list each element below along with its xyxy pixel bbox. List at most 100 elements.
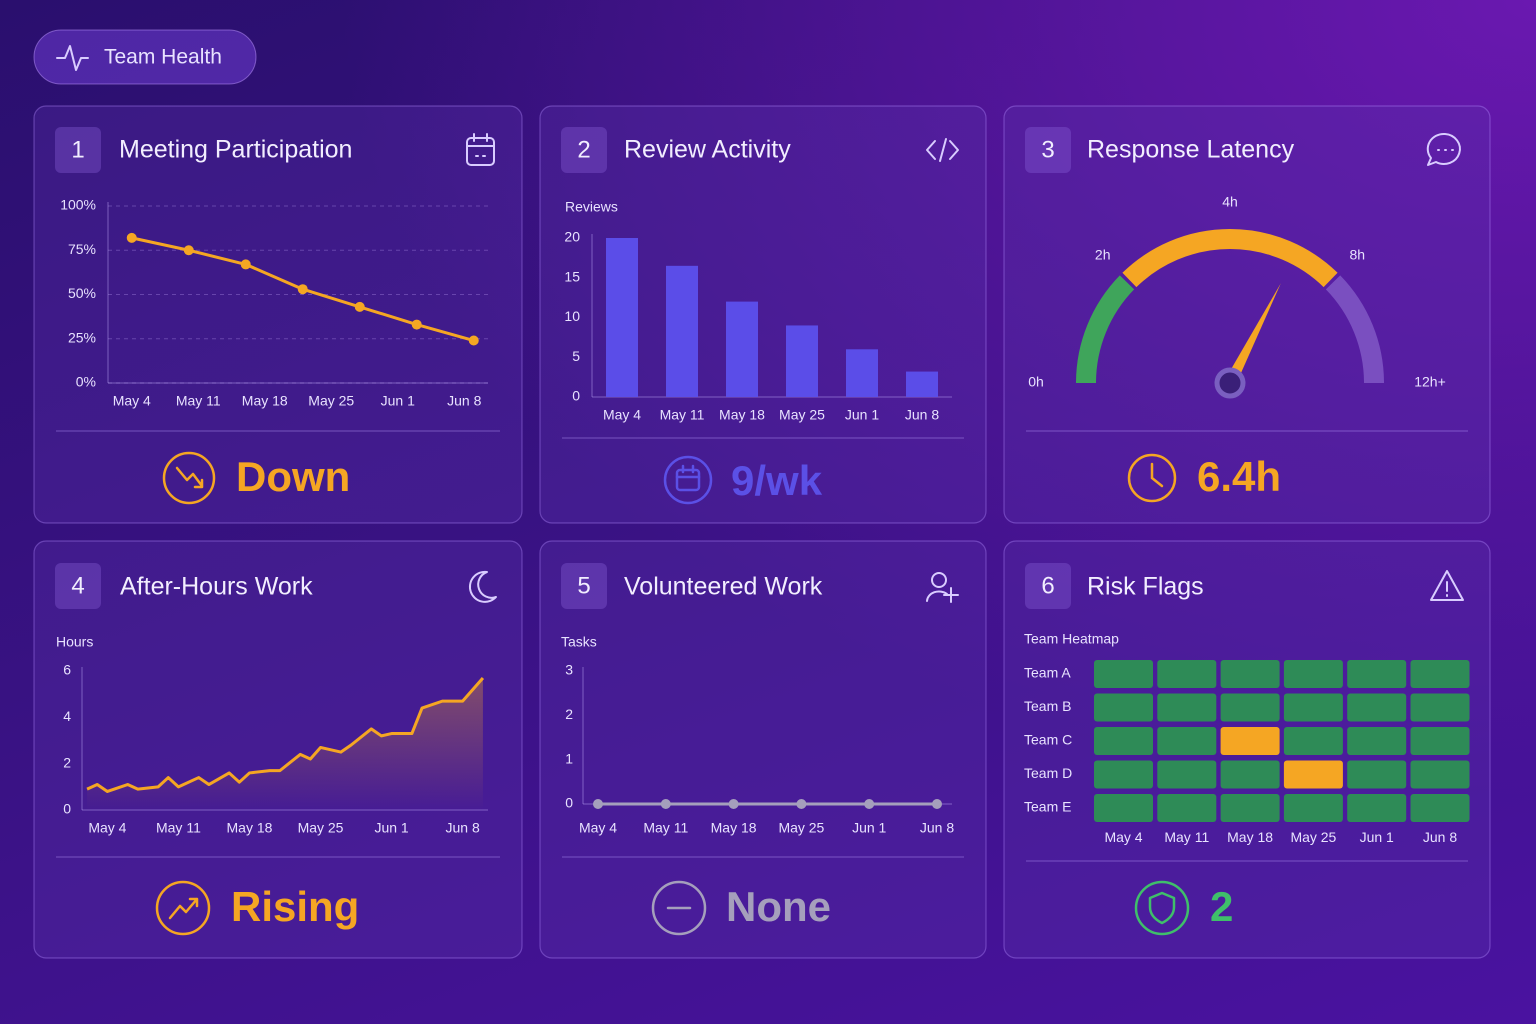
column-label: Jun 8: [1423, 829, 1457, 845]
bar: [906, 371, 938, 397]
pill-bg: [33, 29, 257, 85]
gauge-tick-label: 12h+: [1414, 374, 1446, 390]
heatmap-cell: [1283, 660, 1343, 688]
y-axis-label: Tasks: [561, 634, 597, 650]
stat-value: Rising: [231, 883, 359, 930]
line: [86, 676, 485, 793]
point: [240, 259, 251, 270]
row-label: Team C: [1024, 732, 1072, 748]
chat-icon[interactable]: [1426, 132, 1461, 166]
gauge-band: [1325, 275, 1384, 384]
x-tick-label: May 18: [719, 407, 765, 423]
header-pill[interactable]: Team Health: [33, 29, 257, 85]
point: [864, 799, 875, 809]
panel: [1003, 105, 1491, 524]
panel-title: After-Hours Work: [120, 573, 313, 601]
y-tick-label: 0: [565, 795, 573, 811]
warning-icon[interactable]: [1430, 570, 1464, 601]
y-tick-label: 6: [63, 662, 71, 678]
stat-value: 2: [1210, 883, 1233, 930]
heatmap-cell: [1220, 660, 1280, 688]
panel-title: Risk Flags: [1087, 573, 1204, 601]
x-tick-label: May 4: [579, 820, 617, 836]
area-fill: [87, 677, 483, 810]
row-label: Team A: [1024, 665, 1071, 681]
calendar-stat-icon: [663, 455, 713, 505]
pulse-icon: [56, 45, 89, 71]
x-tick-label: Jun 1: [852, 820, 886, 836]
trend-down-icon: [162, 451, 216, 505]
heatmap-cell: [1157, 760, 1217, 789]
point: [728, 799, 739, 809]
gauge-hub: [1214, 367, 1246, 399]
user-add-icon[interactable]: [926, 572, 959, 603]
panel: [33, 105, 523, 524]
gauge-needle: [1224, 283, 1281, 386]
point: [796, 799, 807, 809]
panel: [539, 105, 987, 524]
panel: [33, 540, 523, 959]
panel-title: Volunteered Work: [624, 573, 823, 601]
shield-icon: [1134, 880, 1190, 936]
y-tick-label: 0%: [76, 374, 96, 390]
heatmap-cell: [1410, 760, 1470, 789]
heatmap-cell: [1220, 794, 1280, 822]
stat-value: 6.4h: [1197, 453, 1281, 500]
y-axis-label: Reviews: [565, 199, 618, 215]
moon-icon[interactable]: [468, 570, 497, 603]
point: [297, 284, 308, 295]
x-tick-label: May 25: [308, 393, 354, 409]
gauge-tick-label: 0h: [1028, 374, 1044, 390]
code-icon[interactable]: [926, 138, 959, 162]
x-tick-label: May 18: [242, 393, 288, 409]
heatmap-cell: [1220, 727, 1280, 755]
heatmap-cell: [1410, 727, 1470, 755]
y-tick-label: 4: [63, 708, 71, 724]
y-tick-label: 1: [565, 750, 573, 766]
heatmap-cell: [1283, 727, 1343, 755]
heatmap-subtitle: Team Heatmap: [1024, 631, 1119, 647]
gauge-tick-label: 2h: [1095, 246, 1111, 262]
stat-value: None: [726, 883, 831, 930]
heatmap-cell: [1283, 794, 1343, 822]
column-label: May 25: [1290, 829, 1336, 845]
panel-number: 1: [71, 136, 84, 163]
calendar-icon[interactable]: [466, 133, 495, 166]
x-tick-label: May 11: [176, 393, 221, 409]
row-label: Team B: [1024, 698, 1071, 714]
badge: [561, 127, 607, 173]
y-tick-label: 15: [564, 268, 580, 284]
y-tick-label: 25%: [68, 329, 96, 345]
gauge-tick-label: 4h: [1222, 194, 1238, 210]
heatmap-cell: [1157, 727, 1217, 755]
point: [126, 232, 137, 243]
heatmap-cell: [1157, 794, 1217, 822]
gauge-tick-label: 8h: [1349, 246, 1365, 262]
panel-title: Review Activity: [624, 136, 791, 164]
heatmap-cell: [1283, 693, 1343, 722]
point: [593, 799, 603, 809]
x-tick-label: May 11: [156, 820, 201, 836]
heatmap-cell: [1410, 693, 1470, 722]
x-tick-label: May 11: [660, 407, 705, 423]
bar: [666, 265, 698, 397]
x-tick-label: Jun 8: [920, 820, 954, 836]
x-tick-label: Jun 8: [447, 393, 481, 409]
heatmap-cell: [1347, 660, 1407, 688]
y-axis-label: Hours: [56, 634, 93, 650]
x-tick-label: May 18: [227, 820, 273, 836]
x-tick-label: Jun 1: [845, 407, 879, 423]
x-tick-label: Jun 8: [446, 820, 480, 836]
y-tick-label: 75%: [68, 241, 96, 257]
heatmap-cell: [1410, 794, 1470, 822]
bar: [726, 301, 758, 397]
heatmap-cell: [1094, 794, 1153, 822]
minus-icon: [651, 880, 707, 936]
bar: [846, 349, 878, 397]
panel-number: 3: [1041, 136, 1054, 163]
badge: [55, 127, 101, 173]
panel-title: Response Latency: [1087, 136, 1295, 164]
bar: [606, 238, 638, 397]
x-tick-label: May 4: [603, 407, 641, 423]
